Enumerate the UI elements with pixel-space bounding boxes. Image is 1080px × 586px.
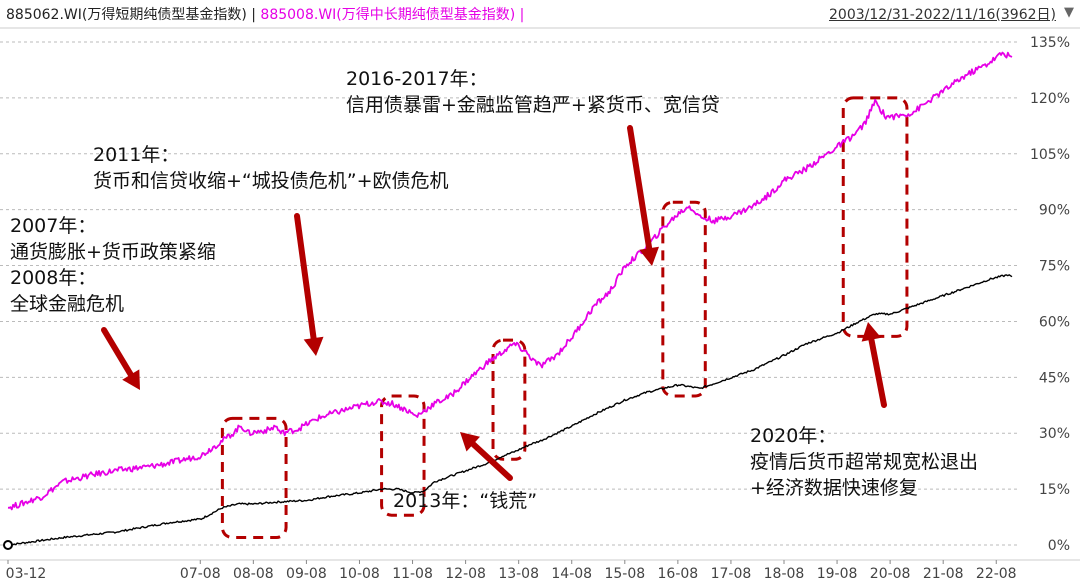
y-tick-label: 15% [1039, 482, 1070, 498]
annotation-arrow-head [861, 322, 882, 342]
x-tick-label: 07-08 [180, 566, 221, 582]
highlight-box [491, 338, 527, 461]
x-tick-label: 21-08 [923, 566, 964, 582]
y-tick-label: 90% [1039, 203, 1070, 219]
annotation-line: 2007年： [10, 215, 97, 237]
legend-series-1[interactable]: 885062.WI(万得短期纯债型基金指数) [6, 7, 247, 23]
annotation-line: 2008年： [10, 267, 97, 289]
grid-layer [0, 27, 1080, 561]
annotation-2007-2008: 2007年： 通货膨胀+货币政策紧缩 2008年： 全球金融危机 [10, 213, 216, 317]
y-tick-label: 135% [1030, 35, 1070, 51]
legend-separator: | [251, 7, 256, 23]
series-line-mid-long-term [7, 51, 1013, 511]
x-tick-label: 15-08 [604, 566, 645, 582]
x-tick-label: 20-08 [870, 566, 911, 582]
annotation-arrow-head [122, 369, 140, 390]
annotation-arrow-shaft [101, 327, 134, 378]
y-axis-ticks: 0% 15% 30% 45% 60% 75% 90% 105% 120% 135% [1030, 35, 1070, 554]
annotation-2020: 2020年： 疫情后货币超常规宽松退出 +经济数据快速修复 [750, 423, 978, 501]
origin-marker [3, 540, 13, 550]
annotation-line: 全球金融危机 [10, 293, 125, 315]
annotation-line: +经济数据快速修复 [750, 477, 918, 499]
x-tick-label: 16-08 [658, 566, 699, 582]
annotation-arrow-shaft [868, 336, 887, 408]
highlight-box [661, 200, 707, 398]
annotation-arrow-shaft [627, 125, 653, 252]
x-tick-label: 18-08 [764, 566, 805, 582]
series-lines [3, 51, 1013, 550]
x-tick-label: 22-08 [976, 566, 1017, 582]
annotation-arrows [101, 125, 887, 481]
x-tick-label: 13-08 [498, 566, 539, 582]
x-tick-label: 11-08 [392, 566, 433, 582]
annotation-line: 货币和信贷收缩+“城投债危机”+欧债危机 [93, 170, 449, 192]
annotation-arrow-head [639, 246, 659, 266]
x-tick-label: 17-08 [711, 566, 752, 582]
annotation-arrow-head [303, 336, 324, 356]
y-tick-label: 30% [1039, 426, 1070, 442]
annotation-line: 通货膨胀+货币政策紧缩 [10, 241, 216, 263]
x-tick-label: 08-08 [233, 566, 274, 582]
annotation-line: 信用债暴雷+金融监管趋严+紧货币、宽信贷 [346, 94, 720, 116]
x-tick-label: 10-08 [339, 566, 380, 582]
annotation-line: 2020年： [750, 425, 837, 447]
highlight-box [220, 416, 288, 540]
y-tick-label: 60% [1039, 314, 1070, 330]
y-tick-label: 0% [1048, 538, 1070, 554]
x-tick-label: 09-08 [286, 566, 327, 582]
x-tick-label: 14-08 [551, 566, 592, 582]
legend-separator-2: | [519, 7, 525, 23]
annotation-arrow-shaft [470, 441, 513, 481]
series-line-short-term [7, 274, 1013, 547]
x-tick-label: 12-08 [445, 566, 486, 582]
triangle-down-icon[interactable]: ▼ [1064, 5, 1074, 20]
y-tick-label: 75% [1039, 259, 1070, 275]
annotation-line: 疫情后货币超常规宽松退出 [750, 451, 979, 473]
annotation-line: 2016-2017年： [346, 68, 488, 90]
highlight-box [380, 394, 426, 517]
annotation-line: 2011年： [93, 144, 180, 166]
annotation-2013: 2013年：“钱荒” [393, 488, 537, 514]
annotation-2011: 2011年： 货币和信贷收缩+“城投债危机”+欧债危机 [93, 142, 449, 194]
annotation-2016-2017: 2016-2017年： 信用债暴雷+金融监管趋严+紧货币、宽信贷 [346, 66, 720, 118]
annotation-arrow-shaft [294, 213, 317, 342]
legend-header: 885062.WI(万得短期纯债型基金指数) | 885008.WI(万得中长期… [6, 4, 524, 24]
legend-series-2[interactable]: 885008.WI(万得中长期纯债型基金指数) [260, 7, 516, 23]
date-range[interactable]: 2003/12/31-2022/11/16(3962日) [829, 7, 1056, 23]
x-axis-ticks: 03-12 07-08 08-08 09-08 10-08 11-08 12-08 13-08… [6, 560, 1017, 582]
annotation-arrow-head [460, 432, 480, 452]
y-tick-label: 45% [1039, 370, 1070, 386]
y-tick-label: 105% [1030, 147, 1070, 163]
y-tick-label: 120% [1030, 91, 1070, 107]
x-tick-label: 03-12 [6, 566, 47, 582]
x-tick-label: 19-08 [817, 566, 858, 582]
annotation-line: 2013年：“钱荒” [393, 490, 538, 512]
